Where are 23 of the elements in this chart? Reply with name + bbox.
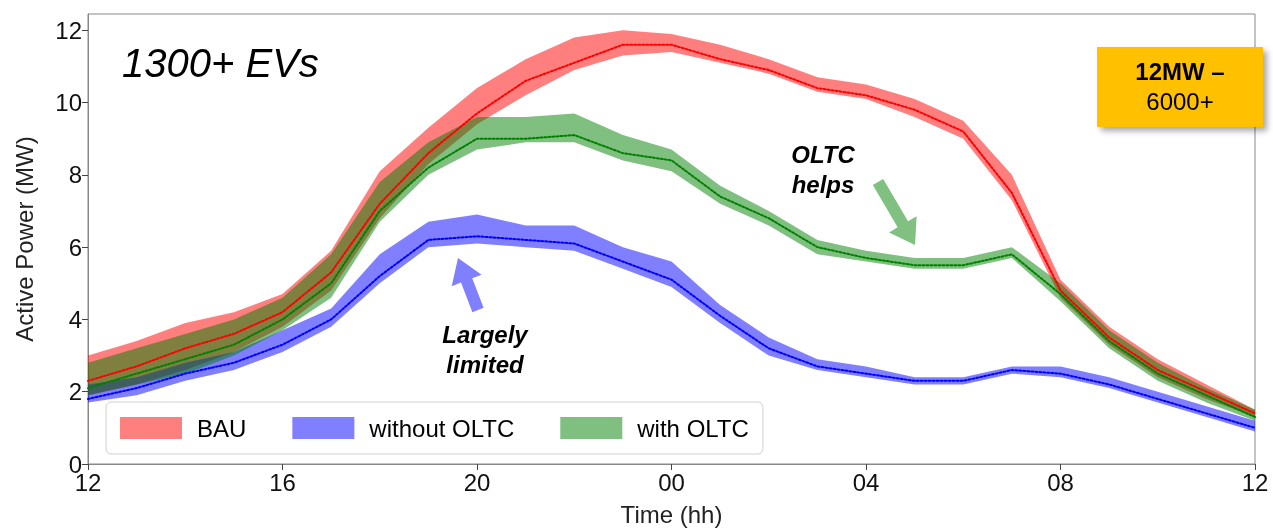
y-tick-label: 4	[68, 305, 82, 333]
x-axis-title: Time (hh)	[620, 500, 723, 528]
x-tick-label: 12	[1241, 468, 1269, 496]
annotation: Largely limited	[441, 320, 530, 380]
legend-label: without OLTC	[368, 414, 515, 442]
annotation: 12MW –	[1134, 57, 1226, 87]
y-tick-label: 2	[68, 378, 82, 406]
y-axis-title: Active Power (MW)	[10, 136, 38, 342]
y-tick-label: 12	[55, 16, 82, 44]
callout-box: 12MW – 6000+	[1097, 47, 1263, 127]
y-tick-label: 6	[68, 233, 82, 261]
x-tick-label: 08	[1047, 468, 1074, 496]
legend-label: with OLTC	[636, 414, 749, 442]
legend-label: BAU	[197, 414, 247, 442]
y-tick-label: 10	[55, 89, 82, 117]
x-tick-label: 00	[658, 468, 685, 496]
annotation: OLTC helps	[790, 140, 856, 200]
x-tick-label: 20	[463, 468, 491, 496]
x-tick-label: 04	[852, 468, 880, 496]
annotation: 1300+ EVs	[122, 40, 320, 87]
x-tick-label: 16	[269, 468, 296, 496]
y-tick-label: 8	[68, 161, 82, 189]
annotation: 6000+	[1145, 87, 1215, 117]
